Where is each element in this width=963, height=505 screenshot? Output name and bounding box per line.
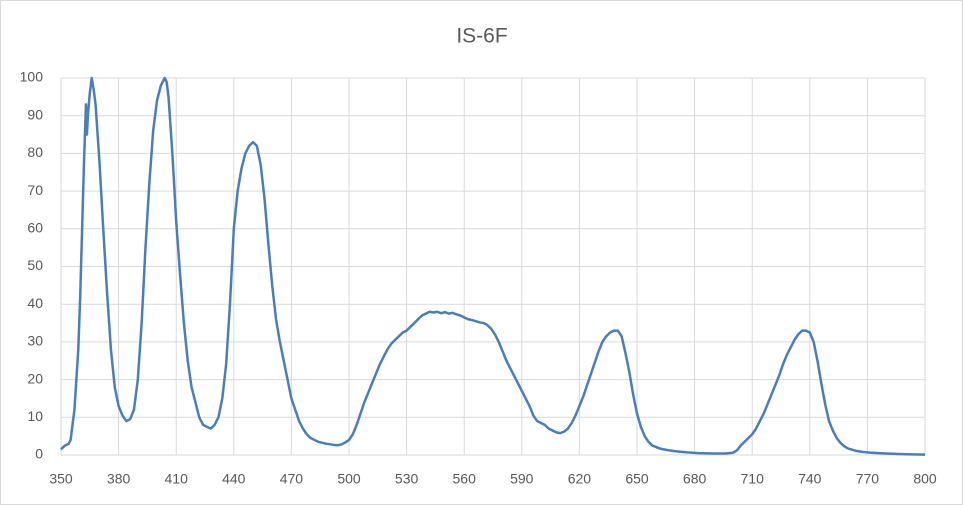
data-line: [60, 76, 926, 456]
y-tick-label: 0: [35, 446, 43, 462]
chart-title: IS-6F: [456, 25, 507, 48]
y-tick-label: 100: [20, 69, 44, 85]
x-tick-label: 770: [856, 471, 880, 487]
x-tick-label: 740: [798, 471, 822, 487]
x-tick-label: 530: [395, 471, 419, 487]
x-tick-label: 500: [337, 471, 361, 487]
x-tick-label: 680: [683, 471, 707, 487]
y-tick-label: 60: [27, 220, 43, 236]
y-tick-label: 50: [27, 257, 43, 273]
x-tick-label: 410: [165, 471, 189, 487]
y-tick-label: 20: [27, 370, 43, 386]
x-tick-label: 560: [453, 471, 477, 487]
y-tick-label: 70: [27, 182, 43, 198]
x-tick-label: 620: [568, 471, 592, 487]
x-tick-label: 590: [510, 471, 534, 487]
y-tick-label: 40: [27, 295, 43, 311]
y-tick-label: 10: [27, 408, 43, 424]
x-tick-label: 650: [625, 471, 649, 487]
y-tick-label: 80: [27, 144, 43, 160]
x-tick-label: 800: [913, 471, 937, 487]
x-tick-label: 440: [222, 471, 246, 487]
x-tick-label: 380: [107, 471, 131, 487]
x-tick-label: 350: [49, 471, 73, 487]
y-tick-label: 90: [27, 106, 43, 122]
x-tick-label: 470: [280, 471, 304, 487]
x-tick-label: 710: [741, 471, 765, 487]
y-tick-label: 30: [27, 333, 43, 349]
